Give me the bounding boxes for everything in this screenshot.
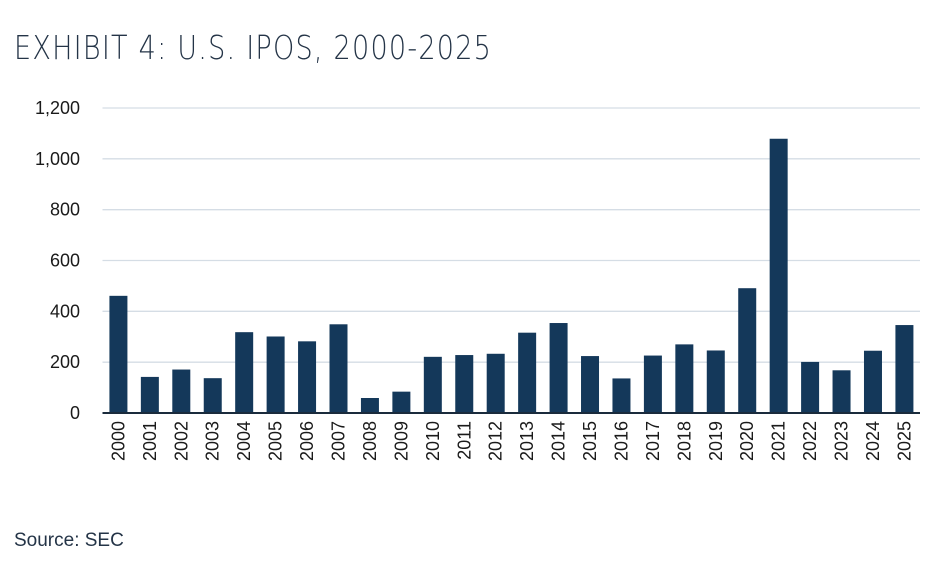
bar-2016 [612,378,631,413]
bar-2007 [329,324,348,413]
x-tick-label: 2011 [454,421,474,460]
x-tick-label: 2019 [706,421,726,461]
x-tick-label: 2005 [266,421,286,461]
bar-2018 [675,344,694,413]
y-tick-label: 0 [70,403,80,423]
y-tick-label: 200 [50,352,80,372]
x-tick-label: 2015 [580,421,600,461]
x-tick-label: 2004 [234,421,254,461]
chart-title: EXHIBIT 4: U.S. IPOS, 2000-2025 [14,28,493,67]
bar-2024 [863,350,882,413]
x-tick-label: 2003 [203,421,223,461]
x-tick-label: 2013 [517,421,537,461]
bar-2017 [643,355,662,413]
bar-2006 [298,341,317,413]
x-tick-label: 2024 [863,421,883,461]
bar-2010 [423,356,442,413]
bar-2004 [235,332,254,413]
x-tick-label: 2023 [832,421,852,461]
bar-2000 [109,295,128,413]
x-tick-label: 2021 [769,421,789,461]
bar-2022 [801,361,820,413]
x-tick-label: 2008 [360,421,380,461]
x-tick-label: 2006 [297,421,317,461]
x-tick-label: 2007 [329,421,349,461]
x-tick-label: 2002 [171,421,191,461]
bar-2025 [895,325,914,413]
y-tick-label: 1,200 [35,98,80,118]
x-tick-label: 2009 [391,421,411,461]
bar-2019 [706,350,725,413]
bar-2009 [392,391,411,413]
bar-2014 [549,323,568,413]
x-tick-label: 2017 [643,421,663,461]
bar-2021 [769,138,788,414]
bar-2015 [581,356,600,413]
x-tick-label: 2020 [737,421,757,461]
bar-2020 [738,288,757,413]
source-note: Source: SEC [14,530,124,551]
y-tick-label: 1,000 [35,149,80,169]
y-tick-label: 600 [50,251,80,271]
x-tick-label: 2022 [800,421,820,461]
bar-2003 [203,378,222,413]
x-tick-label: 2000 [108,421,128,461]
x-tick-label: 2010 [423,421,443,461]
x-tick-label: 2025 [894,421,914,461]
x-tick-label: 2018 [674,421,694,461]
x-tick-label: 2012 [486,421,506,461]
bar-2002 [172,369,191,413]
x-tick-label: 2016 [611,421,631,461]
bar-2012 [486,353,505,413]
y-tick-label: 400 [50,301,80,321]
bar-2005 [266,336,285,413]
y-tick-label: 800 [50,200,80,220]
bar-2008 [360,398,379,413]
bar-2011 [455,355,474,413]
bar-2013 [518,332,537,413]
bar-2023 [832,370,851,413]
bar-2001 [140,376,159,413]
x-tick-label: 2014 [549,421,569,461]
x-tick-label: 2001 [140,421,160,461]
